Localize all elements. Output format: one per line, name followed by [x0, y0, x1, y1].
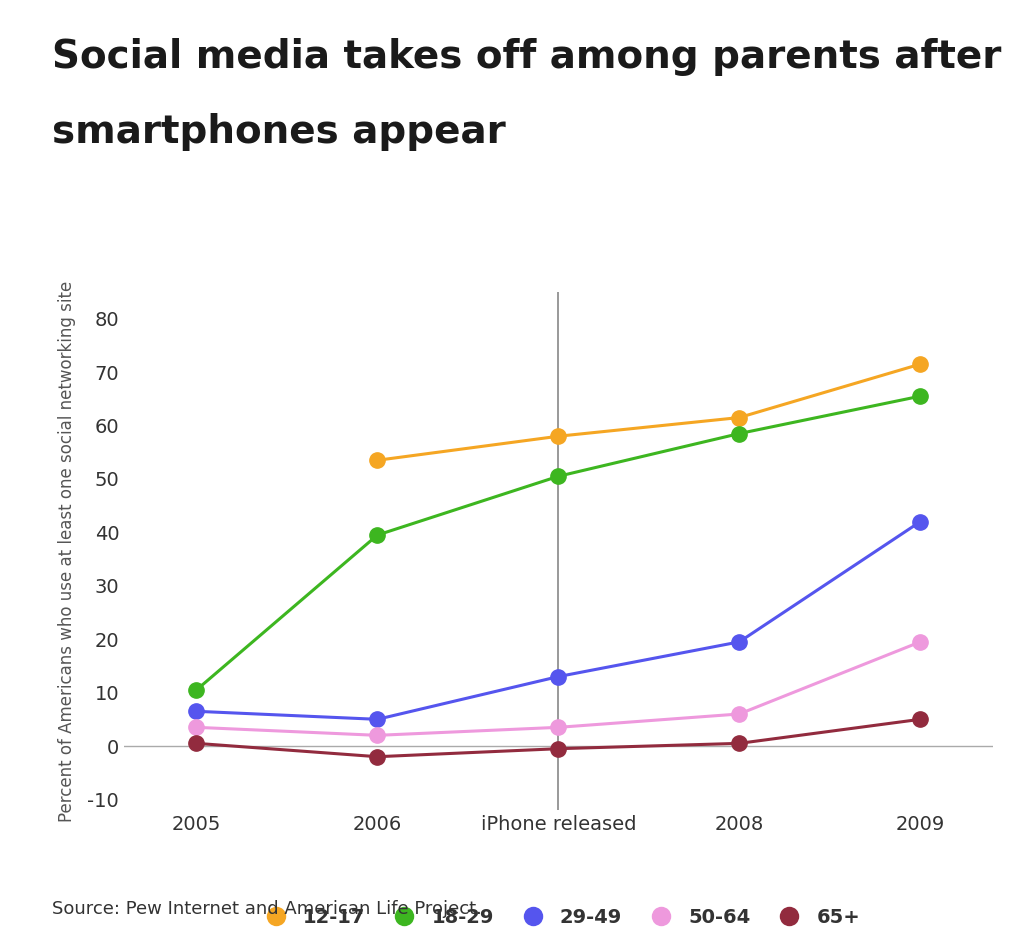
Text: smartphones appear: smartphones appear — [52, 113, 506, 151]
Text: Source: Pew Internet and American Life Project.: Source: Pew Internet and American Life P… — [52, 901, 482, 918]
Legend: 12-17, 18-29, 29-49, 50-64, 65+: 12-17, 18-29, 29-49, 50-64, 65+ — [256, 908, 860, 927]
Text: Social media takes off among parents after: Social media takes off among parents aft… — [52, 38, 1001, 75]
Y-axis label: Percent of Americans who use at least one social networking site: Percent of Americans who use at least on… — [58, 281, 77, 821]
